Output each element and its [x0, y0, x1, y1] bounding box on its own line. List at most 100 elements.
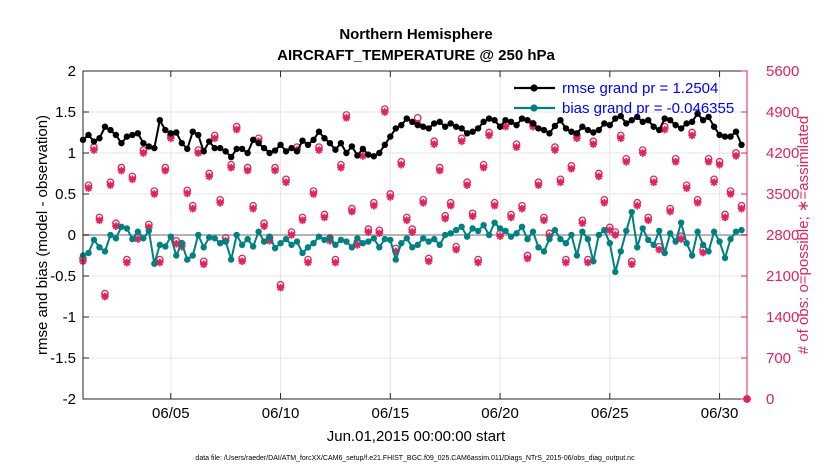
- obs-assimilated-marker: [622, 157, 631, 166]
- data-point-bias: [474, 227, 482, 235]
- data-point-rmse: [145, 143, 153, 150]
- obs-assimilated-marker: [457, 137, 466, 146]
- data-point-bias: [107, 231, 114, 239]
- obs-assimilated-marker: [584, 258, 592, 267]
- data-point-rmse: [677, 125, 685, 132]
- obs-assimilated-marker: [644, 216, 653, 225]
- data-point-bias: [255, 228, 262, 235]
- obs-assimilated-marker: [507, 213, 515, 222]
- y-tick-label: -1: [63, 309, 76, 326]
- data-point-bias: [387, 236, 394, 244]
- data-point-rmse: [403, 115, 410, 122]
- obs-assimilated-marker: [518, 204, 526, 213]
- data-point-bias: [348, 244, 356, 251]
- data-point-bias: [694, 228, 701, 235]
- data-point-bias: [244, 235, 251, 243]
- data-point-rmse: [716, 131, 723, 139]
- data-point-rmse: [90, 138, 98, 145]
- obs-assimilated-marker: [101, 292, 109, 301]
- obs-assimilated-marker: [452, 245, 460, 254]
- data-point-rmse: [178, 139, 185, 147]
- obs-assimilated-marker: [671, 157, 680, 166]
- data-point-bias: [666, 230, 674, 237]
- data-point-bias: [491, 219, 498, 226]
- data-point-bias: [634, 244, 641, 251]
- obs-assimilated-marker: [737, 204, 746, 213]
- obs-assimilated-marker: [726, 190, 735, 198]
- data-point-bias: [458, 223, 465, 230]
- data-point-bias: [282, 235, 290, 243]
- data-point-bias: [343, 238, 350, 245]
- obs-assimilated-marker: [463, 181, 471, 190]
- data-point-bias: [463, 233, 471, 240]
- data-point-bias: [101, 248, 109, 255]
- obs-assimilated-marker: [704, 157, 713, 166]
- data-point-rmse: [398, 121, 405, 129]
- obs-assimilated-marker: [600, 198, 609, 207]
- data-point-bias: [206, 234, 213, 241]
- obs-assimilated-marker: [556, 178, 565, 187]
- obs-assimilated-marker: [337, 163, 345, 172]
- data-point-bias: [425, 238, 432, 245]
- obs-assimilated-marker: [249, 204, 257, 213]
- obs-assimilated-marker: [90, 146, 98, 154]
- data-point-rmse: [96, 135, 103, 142]
- data-point-bias: [584, 235, 592, 243]
- data-point-rmse: [277, 141, 284, 148]
- data-point-bias: [655, 227, 663, 235]
- obs-assimilated-marker: [512, 143, 521, 151]
- data-point-bias: [200, 244, 207, 251]
- obs-assimilated-marker: [523, 254, 532, 263]
- data-point-rmse: [211, 144, 218, 152]
- obs-assimilated-marker: [397, 160, 406, 169]
- obs-assimilated-marker: [611, 231, 620, 239]
- data-point-rmse: [732, 128, 740, 135]
- subtitle-text: AIRCRAFT_TEMPERATURE @ 250 hPa: [277, 47, 555, 64]
- data-point-bias: [315, 233, 323, 240]
- data-point-rmse: [354, 152, 361, 159]
- data-point-rmse: [414, 121, 421, 129]
- obs-assimilated-marker: [485, 131, 493, 140]
- data-point-rmse: [447, 120, 454, 127]
- data-point-bias: [167, 233, 175, 240]
- data-point-rmse: [491, 117, 498, 124]
- data-point-rmse: [271, 147, 279, 154]
- data-point-bias: [145, 227, 153, 235]
- y-tick-label: -0.5: [50, 268, 76, 285]
- data-point-rmse: [688, 118, 696, 126]
- data-point-bias: [304, 244, 312, 251]
- data-point-bias: [414, 241, 421, 249]
- obs-assimilated-marker: [381, 108, 389, 116]
- data-point-rmse: [140, 139, 147, 147]
- data-point-bias: [310, 240, 317, 247]
- data-point-bias: [293, 238, 301, 245]
- data-point-rmse: [387, 133, 394, 140]
- data-point-bias: [249, 243, 257, 250]
- obs-assimilated-marker: [419, 198, 428, 207]
- obs-assimilated-marker: [188, 204, 197, 213]
- obs-assimilated-marker: [342, 114, 351, 122]
- x-tick-label: 06/15: [372, 405, 410, 422]
- y2-tick-label: 0: [766, 391, 774, 408]
- data-point-bias: [562, 240, 570, 247]
- x-tick-label: 06/30: [701, 405, 739, 422]
- obs-assimilated-marker: [710, 178, 718, 187]
- data-point-rmse: [244, 149, 251, 157]
- obs-assimilated-marker: [95, 216, 104, 225]
- data-point-bias: [222, 238, 229, 245]
- data-point-bias: [672, 238, 679, 245]
- x-tick-label: 06/25: [591, 405, 629, 422]
- data-point-bias: [299, 249, 306, 257]
- data-point-bias: [716, 238, 723, 245]
- data-point-rmse: [694, 110, 701, 117]
- data-point-rmse: [266, 149, 273, 157]
- data-point-rmse: [420, 123, 427, 130]
- data-point-bias: [661, 249, 668, 257]
- data-point-rmse: [441, 123, 449, 130]
- y-tick-label: 0.5: [55, 186, 76, 203]
- data-point-rmse: [112, 131, 120, 139]
- y2-tick-label: 700: [766, 350, 791, 367]
- data-point-rmse: [485, 115, 493, 122]
- data-point-rmse: [107, 126, 114, 134]
- data-point-bias: [535, 244, 542, 251]
